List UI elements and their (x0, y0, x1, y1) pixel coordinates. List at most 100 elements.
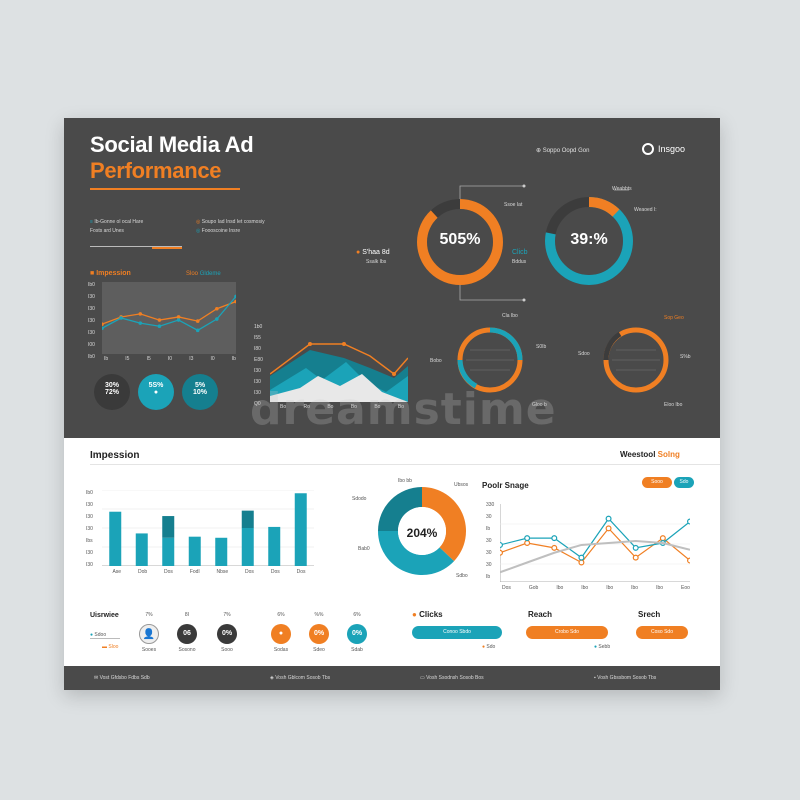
mail-icon: ✉ (94, 675, 100, 681)
metric-reach-pill[interactable]: Crobo Sdo (526, 626, 608, 639)
big-donut-label: Sdbo (456, 573, 468, 579)
ring-d-label-right: S%b (680, 354, 691, 360)
top-panel: Social Media Ad Performance ⊕ Soppo Oopd… (64, 118, 720, 438)
x-tick: Bo (280, 404, 287, 410)
ring-c-label-top: Cla Ibo (502, 313, 518, 319)
metric-search-pill[interactable]: Coso Sdo (636, 626, 688, 639)
ring-c-label-right: S0Ib (536, 344, 547, 350)
y-tick: 30 (486, 514, 492, 520)
x-tick: Ibo (556, 585, 564, 591)
x-tick: I3 (189, 356, 194, 362)
x-tick: Nbse (216, 569, 229, 575)
ring-c-label-left: Bobo (430, 358, 442, 364)
engagement-item: 7% 👤 Sooes (134, 612, 164, 653)
data-point (157, 318, 162, 322)
area-point (308, 342, 312, 346)
big-donut-label: Bab0 (358, 546, 370, 552)
engagement-item-label: Sdab (351, 647, 363, 653)
engagement-legend-2: ▬ Sloo (102, 644, 119, 650)
donut-b (545, 197, 633, 285)
x-tick: Dos (245, 569, 254, 575)
data-point (119, 316, 123, 320)
metric-clicks-sub: ● Sdo (482, 644, 496, 650)
bar (294, 493, 307, 566)
data-point (195, 328, 200, 333)
impression-mini-title: ■ Impession (90, 270, 131, 277)
top-left-line-chart (102, 282, 236, 354)
y-tick: 330 (486, 502, 495, 508)
x-tick: I5 (146, 356, 151, 362)
x-tick: Bo (350, 404, 357, 410)
y-tick: I30 (254, 368, 261, 374)
y-tick: I30 (86, 550, 93, 556)
y-tick: Ib (486, 574, 491, 580)
area-front (270, 374, 408, 402)
y-tick: I00 (88, 342, 95, 348)
engagement-item-label: Sooo (221, 647, 233, 653)
x-tick: Dos (296, 569, 306, 575)
donut-a-label-left-sub: Ssalk Ibs (366, 259, 387, 265)
bar-stack (241, 510, 254, 528)
logo: Insgoo (642, 143, 685, 155)
x-tick: Ase (112, 569, 122, 575)
section-divider (90, 464, 720, 465)
donut-a-value: 505% (439, 231, 481, 248)
y-tick: I80 (254, 346, 261, 352)
engagement-item-top: %% (314, 612, 324, 618)
desc-right-1: ◎ Soupo Iad Insd Iet cosmosiy (196, 219, 265, 225)
data-point (176, 315, 181, 319)
y-tick: I55 (254, 335, 261, 341)
y-tick: I30 (88, 294, 95, 300)
engagement-item: 7% 0% Sooo (212, 612, 242, 653)
y-tick: I30 (88, 318, 95, 324)
data-point (195, 319, 200, 323)
x-tick: Ibo (581, 585, 589, 591)
engagement-item-top: 6% (353, 612, 361, 618)
metric-search-title: Srech (638, 610, 661, 619)
engagement-item-top: 6% (277, 612, 285, 618)
data-point (687, 518, 690, 525)
y-tick: Ib (486, 526, 491, 532)
x-tick: Ibo (656, 585, 664, 591)
series-line-2 (500, 540, 690, 574)
ring-d-label-left: Sdoo (578, 351, 590, 357)
x-tick: Dos (270, 569, 280, 575)
footer-item-2: ◈ Vosh Gblcom Sosob Tbs (270, 675, 331, 681)
data-point (524, 535, 531, 542)
mini-y-axis: Ib0 I30 I30 I30 I30 I00 Ib0 (88, 282, 102, 360)
metric-clicks-pill[interactable]: Conoo Sbdo (412, 626, 502, 639)
data-point (157, 324, 162, 329)
engagement-item: 8I 06 Sosono (172, 612, 202, 653)
stat-circle-3: 5% 10% (182, 374, 218, 410)
area-x-axis: Bo Ro Bo Bo Bo Bo (280, 404, 404, 410)
bar (241, 528, 254, 566)
data-point (551, 544, 558, 551)
ring-d-label-top: Sop Geo (664, 315, 684, 321)
bar (109, 511, 122, 566)
engagement-item: 6% ● Sodas (266, 612, 296, 653)
footer-item-1: ✉ Vost Gfdsbo Fdbs Sdb (94, 675, 150, 681)
donut-b-label-top: Weabbts (612, 186, 632, 192)
x-tick: Ibo (631, 585, 639, 591)
footer-item-4: ▪ Vosh Gbssbom Sosob Tbs (594, 675, 657, 681)
data-point (500, 549, 503, 556)
big-donut-label: Sdodo (352, 496, 367, 502)
post-chip-a[interactable]: Sooo (642, 477, 672, 488)
engagement-item: %% 0% Sdeo (304, 612, 334, 653)
donut-slice (422, 487, 466, 562)
y-tick: I30 (254, 379, 261, 385)
stat-circle-1: 30% 72% (94, 374, 130, 410)
donut-a-label-right-sub: Bddus (512, 259, 527, 265)
bar (135, 533, 148, 566)
shield-icon: ◈ (270, 675, 276, 681)
desc-right-2: ◎ Foooscoine Insre (196, 228, 241, 234)
x-tick: I0 (167, 356, 173, 362)
top-link[interactable]: ⊕ Soppo Oopd Gon (536, 148, 590, 154)
x-tick: Fodl (189, 569, 200, 575)
area-line (270, 343, 408, 376)
y-tick: I30 (254, 390, 261, 396)
post-chip-b[interactable]: Sdo (674, 477, 694, 488)
stat-circle-2: 5S% ● (138, 374, 174, 410)
engagement-circle: 0% (309, 624, 329, 644)
donut-b-value: 39:% (570, 231, 608, 248)
